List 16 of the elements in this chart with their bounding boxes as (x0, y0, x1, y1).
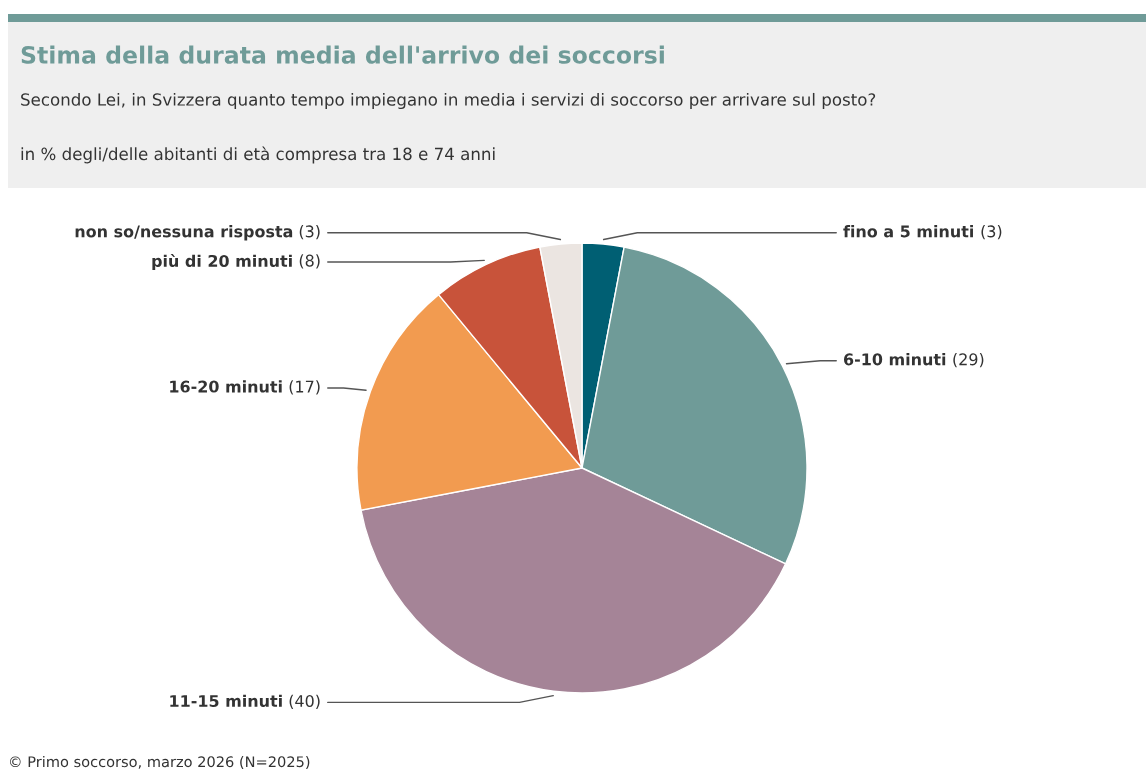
data-label: (17) (289, 380, 320, 395)
slice-label: più di 20 minuti (152, 254, 292, 271)
slice-label: 6-10 minuti (843, 353, 946, 366)
slice-label: non so/nessuna risposta (75, 225, 293, 241)
slice-label: fino a 5 minuti (843, 225, 973, 238)
slice-label: 11-15 minuti (170, 694, 282, 708)
chart-subtitle: Secondo Lei, in Svizzera quanto tempo impiegano in media i servizi di soccorso per arrivare sul posto? (21, 92, 876, 110)
data-label: (40) (289, 694, 320, 709)
slice-label: 16-20 minuti (170, 380, 282, 393)
data-label: (3) (981, 225, 1002, 240)
data-label: (29) (953, 353, 984, 368)
text: © Primo soccorso, marzo 2026 (N=2025) (10, 755, 310, 769)
data-label: (8) (299, 254, 320, 269)
chart-title: Stima della durata media dell'arrivo dei soccorsi (21, 45, 664, 64)
data-label: (3) (299, 225, 320, 240)
text: in % degli/delle abitanti di età compresa tra 18 e 74 anni (21, 146, 495, 164)
